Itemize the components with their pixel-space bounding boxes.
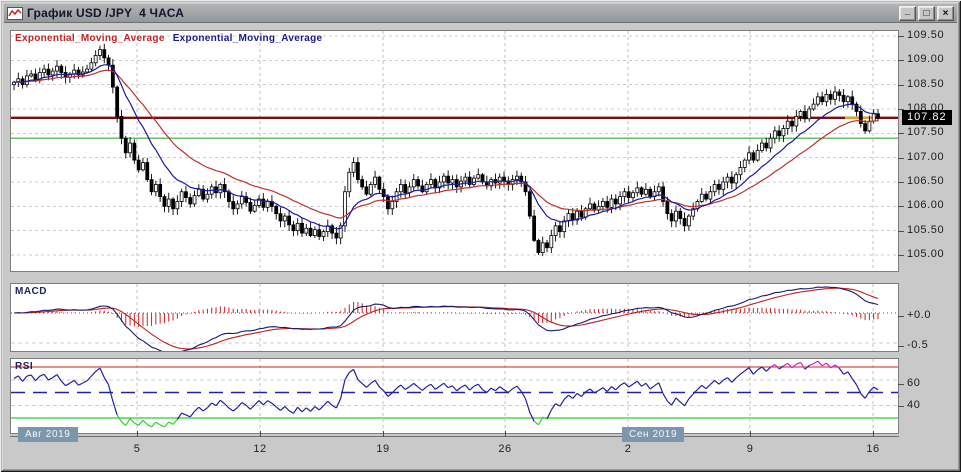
axis-tick: [898, 206, 904, 208]
axis-tick: [898, 346, 904, 347]
axis-tick: [898, 316, 904, 317]
maximize-button[interactable]: □: [918, 5, 935, 21]
time-axis-tick: [505, 431, 506, 437]
current-price-box: 107.82: [902, 110, 952, 125]
ema-fast-legend-label: Exponential_Moving_Average: [15, 33, 165, 44]
axis-tick: [898, 384, 904, 385]
rsi-label: RSI: [15, 361, 34, 372]
price-axis-label: 106.50: [907, 174, 945, 187]
axis-tick: [898, 108, 904, 110]
rsi-line: [13, 360, 879, 428]
minimize-button[interactable]: _: [899, 4, 916, 21]
time-axis-tick: [137, 431, 138, 437]
axis-tick: [898, 254, 904, 256]
macd-axis-label: -0.5: [907, 339, 929, 351]
price-axis-label: 108.50: [907, 77, 945, 90]
time-axis-label: 9: [746, 443, 754, 455]
price-chart-panel[interactable]: Exponential_Moving_Average Exponential_Mo…: [10, 30, 899, 272]
time-axis-label: 2: [624, 443, 632, 455]
time-axis-tick: [383, 431, 384, 437]
close-icon: ×: [942, 7, 949, 19]
time-axis-label: 26: [498, 443, 512, 455]
title-bar[interactable]: График USD /JPY 4 ЧАСА _ □ ×: [4, 4, 957, 23]
window-title: График USD /JPY 4 ЧАСА: [27, 6, 185, 20]
axis-tick: [898, 36, 904, 37]
macd-axis-label: +0.0: [907, 309, 932, 321]
close-button[interactable]: ×: [937, 5, 954, 21]
month-label-aug: Авг 2019: [18, 427, 78, 442]
macd-grid-layer: [11, 284, 898, 351]
time-axis-label: 19: [376, 443, 390, 455]
month-label-sep: Сен 2019: [622, 427, 684, 442]
ema-slow-line: [13, 69, 879, 219]
axis-tick: [898, 157, 904, 159]
price-axis-label: 105.50: [907, 223, 945, 236]
price-axis-label: 106.00: [907, 199, 945, 212]
rsi-axis-label: 40: [907, 399, 921, 411]
rsi-panel[interactable]: RSI: [10, 358, 899, 434]
macd-label: MACD: [15, 286, 47, 297]
time-axis-tick: [260, 431, 261, 437]
time-axis-tick: [750, 431, 751, 437]
axis-tick: [898, 181, 904, 183]
axis-tick: [898, 84, 904, 86]
time-axis-tick: [873, 431, 874, 437]
indicator-legend: Exponential_Moving_Average Exponential_Mo…: [15, 33, 322, 44]
macd-signal-line: [13, 287, 879, 350]
ema-fast-line: [13, 64, 879, 230]
axis-tick: [898, 406, 904, 407]
price-chart-canvas: [11, 31, 898, 271]
rsi-canvas: [11, 359, 898, 433]
grid-layer: [11, 31, 898, 271]
price-axis-label: 109.50: [907, 29, 945, 41]
time-axis-label: 16: [866, 443, 880, 455]
macd-panel[interactable]: MACD: [10, 283, 899, 352]
macd-canvas: [11, 284, 898, 351]
price-axis-label: 105.00: [907, 247, 945, 260]
price-axis-label: 107.00: [907, 150, 945, 163]
chart-icon: [7, 6, 23, 20]
axis-tick: [898, 133, 904, 135]
time-axis-line: [10, 436, 899, 437]
price-axis-label: 109.00: [907, 53, 945, 66]
rsi-axis-label: 60: [907, 377, 921, 389]
price-axis-label: 107.50: [907, 126, 945, 139]
axis-tick: [898, 230, 904, 232]
time-axis-label: 12: [253, 443, 267, 455]
maximize-icon: □: [923, 7, 930, 19]
macd-histogram: [17, 301, 879, 328]
candles-layer: [12, 43, 880, 257]
axis-tick: [898, 60, 904, 62]
rsi-grid-layer: [11, 359, 898, 433]
time-axis-label: 5: [133, 443, 141, 455]
macd-line: [13, 286, 879, 351]
minimize-icon: _: [904, 4, 911, 16]
ema-slow-legend-label: Exponential_Moving_Average: [172, 33, 323, 44]
